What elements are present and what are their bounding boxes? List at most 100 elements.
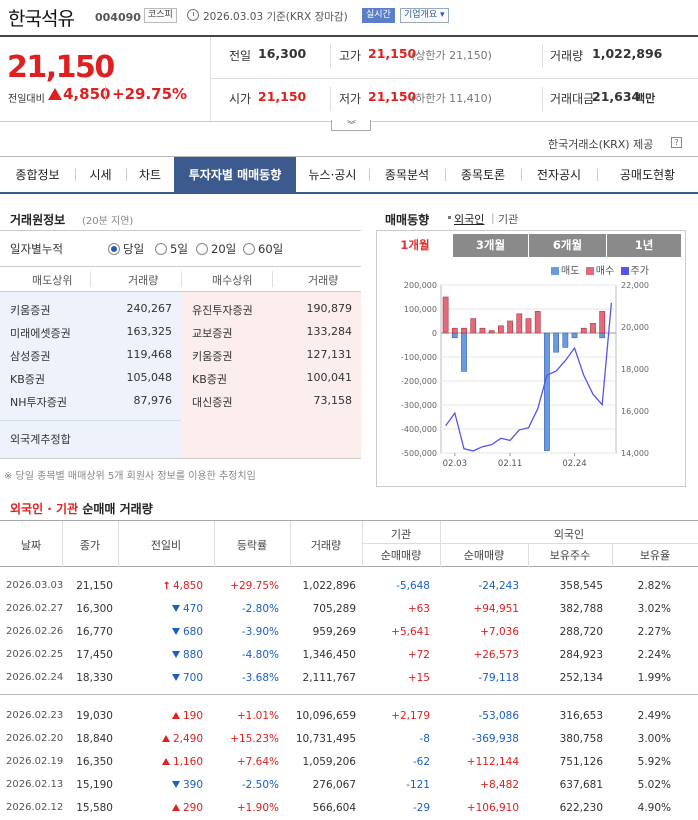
sell-bar bbox=[461, 332, 467, 372]
table-title: 외국인 · 기관 순매매 거래량 bbox=[10, 500, 153, 517]
up-arrow-icon bbox=[171, 804, 180, 811]
sell-broker-name[interactable]: 미래에셋증권 bbox=[10, 327, 71, 340]
sell-bar bbox=[544, 332, 550, 451]
sell-broker-name[interactable]: NH투자증권 bbox=[10, 396, 67, 409]
row-volume: 2,111,767 bbox=[302, 672, 356, 684]
expand-button[interactable]: ︾ bbox=[331, 120, 371, 131]
row-foreign-net: -79,118 bbox=[478, 672, 519, 684]
tab-6[interactable]: 종목분석 bbox=[384, 168, 430, 182]
buy-broker-name[interactable]: KB증권 bbox=[192, 373, 227, 386]
row-rate: +1.01% bbox=[236, 710, 279, 722]
buy-broker-name[interactable]: 키움증권 bbox=[192, 350, 233, 363]
tab-2[interactable]: 시세 bbox=[89, 168, 112, 182]
row-change: 680 bbox=[140, 626, 203, 638]
tab-5[interactable]: 뉴스·공시 bbox=[308, 168, 357, 182]
buy-broker-name[interactable]: 대신증권 bbox=[192, 396, 233, 409]
tab-1[interactable]: 종합정보 bbox=[15, 168, 60, 182]
sell-bar bbox=[562, 332, 569, 348]
sell-broker-volume: 240,267 bbox=[126, 302, 173, 315]
row-volume: 1,022,896 bbox=[302, 580, 356, 592]
company-info-dropdown[interactable]: 기업개요 ▾ bbox=[400, 8, 449, 23]
y-right-tick: 14,000 bbox=[621, 449, 649, 458]
row-change: 880 bbox=[140, 649, 203, 661]
limit-up-icon: ↑ bbox=[162, 581, 171, 592]
row-inst-net: +5,641 bbox=[391, 626, 430, 638]
table-row: 2026.02.24 18,330 700 -3.68% 2,111,767 +15 -79… bbox=[0, 667, 698, 690]
buy-top-header: 매수상위 bbox=[212, 274, 253, 287]
foreign-option[interactable]: 외국인 bbox=[454, 213, 485, 226]
table-row: 2026.02.23 19,030 190 +1.01% 10,096,659 +2,17… bbox=[0, 705, 698, 728]
row-change: 700 bbox=[140, 672, 203, 684]
period-radio-4[interactable] bbox=[243, 243, 255, 255]
row-foreign-net: -53,086 bbox=[478, 710, 519, 722]
buy-broker-volume: 73,158 bbox=[313, 394, 353, 407]
trading-trend-chart: 200,000 100,000 0 -100,000 -200,000 -300,000 -… bbox=[401, 281, 649, 469]
tab-8[interactable]: 전자공시 bbox=[536, 168, 582, 182]
compare-label: 전일대비 bbox=[8, 94, 45, 105]
chart-legend: 매도 매수 주가 bbox=[551, 262, 649, 277]
chart-period-tab-1[interactable]: 1개월 bbox=[378, 234, 452, 257]
tab-9[interactable]: 공매도현황 bbox=[619, 168, 676, 182]
row-holdings: 622,230 bbox=[559, 802, 603, 814]
row-date: 2026.02.13 bbox=[6, 779, 64, 790]
sell-broker-volume: 119,468 bbox=[126, 348, 173, 361]
sell-broker-name[interactable]: 키움증권 bbox=[10, 304, 51, 317]
row-rate: -3.90% bbox=[241, 626, 279, 638]
buy-broker-volume: 127,131 bbox=[306, 348, 353, 361]
y-left-tick: -200,000 bbox=[401, 377, 437, 386]
header-holdings: 보유주수 bbox=[549, 549, 591, 562]
row-close: 19,030 bbox=[76, 710, 113, 722]
buy-broker-volume: 190,879 bbox=[306, 302, 353, 315]
base-date: 2026.03.03 기준(KRX 장마감) bbox=[203, 11, 348, 23]
row-rate: -2.50% bbox=[241, 779, 279, 791]
sell-bar bbox=[599, 332, 606, 339]
tab-separator bbox=[369, 169, 370, 181]
table-row: 2026.02.25 17,450 880 -4.80% 1,346,450 +72 +26… bbox=[0, 644, 698, 667]
buy-broker-name[interactable]: 교보증권 bbox=[192, 327, 233, 340]
table-title-black: 순매매 거래량 bbox=[82, 502, 153, 516]
row-volume: 1,059,206 bbox=[302, 756, 356, 768]
row-change-value: 2,490 bbox=[172, 733, 203, 745]
institution-option[interactable]: 기관 bbox=[498, 213, 519, 226]
chart-period-tab-2[interactable]: 3개월 bbox=[452, 234, 528, 257]
y-left-tick: 0 bbox=[432, 329, 437, 338]
help-icon[interactable]: ? bbox=[671, 137, 682, 148]
row-foreign-net: +7,036 bbox=[480, 626, 519, 638]
broker-title: 거래원정보 bbox=[10, 213, 66, 227]
tab-4[interactable]: 투자자별 매매동향 bbox=[174, 157, 296, 193]
tab-separator bbox=[126, 169, 127, 181]
row-holdings: 252,134 bbox=[559, 672, 603, 684]
period-radio-1[interactable] bbox=[108, 243, 120, 255]
sell-broker-volume: 105,048 bbox=[126, 371, 173, 384]
tab-3[interactable]: 차트 bbox=[138, 168, 162, 182]
divider bbox=[105, 86, 106, 101]
row-change-value: 1,160 bbox=[172, 756, 203, 768]
row-foreign-net: +8,482 bbox=[480, 779, 519, 791]
row-change-value: 390 bbox=[182, 779, 203, 791]
row-close: 15,190 bbox=[76, 779, 113, 791]
chart-period-tab-4[interactable]: 1년 bbox=[606, 234, 681, 257]
realtime-button[interactable]: 실시간 bbox=[362, 8, 395, 23]
period-radio-3[interactable] bbox=[196, 243, 208, 255]
row-close: 16,350 bbox=[76, 756, 113, 768]
row-volume: 276,067 bbox=[312, 779, 356, 791]
header-inst-net: 순매매량 bbox=[380, 549, 422, 562]
bullet-icon bbox=[448, 216, 451, 219]
x-tick-label: 02.24 bbox=[562, 459, 586, 469]
sell-broker-name[interactable]: 삼성증권 bbox=[10, 350, 51, 363]
buy-broker-name[interactable]: 유진투자증권 bbox=[192, 304, 253, 317]
sell-broker-name[interactable]: KB증권 bbox=[10, 373, 45, 386]
table-title-red: 외국인 · 기관 bbox=[10, 502, 79, 516]
legend-swatch-buy bbox=[585, 267, 594, 275]
period-radio-2[interactable] bbox=[155, 243, 167, 255]
row-volume: 705,289 bbox=[312, 603, 356, 615]
x-tick-label: 02.11 bbox=[498, 459, 522, 469]
tab-7[interactable]: 종목토론 bbox=[460, 168, 506, 182]
divider bbox=[0, 230, 361, 231]
row-holdings: 380,758 bbox=[559, 733, 603, 745]
sell-broker-volume: 87,976 bbox=[133, 394, 173, 407]
divider bbox=[290, 521, 291, 567]
daily-cumulative-label: 일자별누적 bbox=[10, 242, 63, 256]
row-change-value: 190 bbox=[182, 710, 203, 722]
chart-period-tab-3[interactable]: 6개월 bbox=[528, 234, 606, 257]
